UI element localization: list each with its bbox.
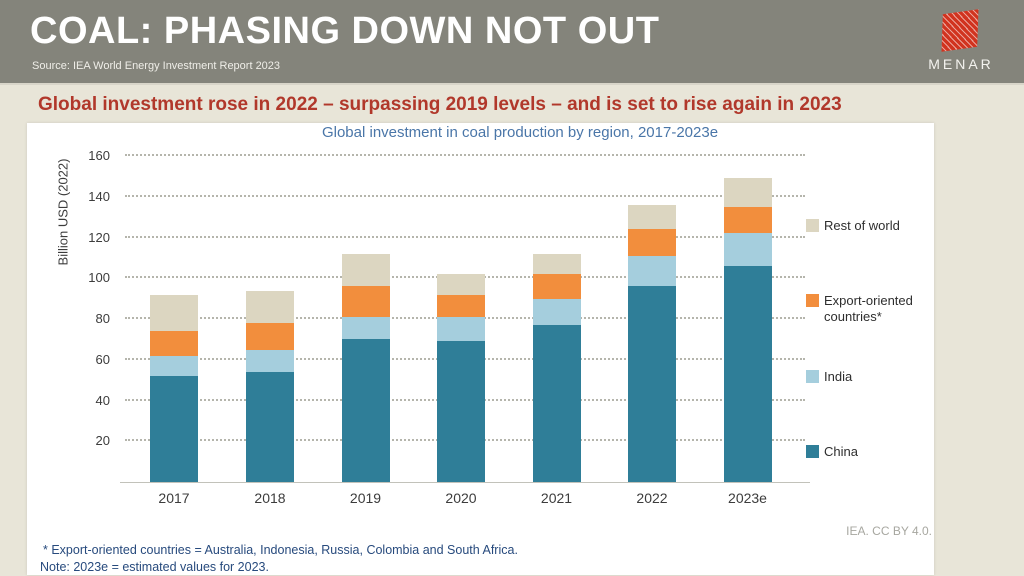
x-tick-2017: 2017: [158, 490, 190, 506]
y-tick-20: 20: [95, 433, 110, 449]
bar-2020: [437, 274, 485, 482]
bar-segment-china-2018: [246, 371, 294, 482]
bar-segment-india-2019: [341, 316, 390, 340]
bar-segment-export-oriented-countries-2022: [628, 229, 676, 256]
bar-segment-india-2017: [150, 355, 198, 377]
y-tick-40: 40: [95, 392, 110, 408]
legend-swatch: [806, 219, 819, 232]
legend-item-export-oriented-countries: Export-oriented countries*: [806, 293, 928, 326]
bar-2023e: [723, 178, 772, 482]
bar-segment-china-2022: [628, 286, 676, 482]
gridline-160: [125, 154, 805, 156]
chart-title: Global investment in coal production by …: [321, 124, 719, 141]
bar-segment-rest-of-world-2019: [341, 253, 390, 287]
bar-segment-china-2021: [532, 325, 581, 482]
bar-segment-export-oriented-countries-2018: [246, 323, 294, 350]
x-tick-2022: 2022: [636, 490, 668, 506]
bar-segment-china-2017: [150, 376, 198, 482]
x-tick-2020: 2020: [445, 490, 477, 506]
bar-segment-rest-of-world-2020: [437, 274, 485, 295]
menar-logo-icon: [941, 9, 979, 52]
bar-segment-china-2020: [437, 341, 485, 482]
bar-segment-export-oriented-countries-2019: [341, 286, 390, 317]
bar-segment-rest-of-world-2023e: [723, 178, 772, 207]
x-tick-2019: 2019: [349, 490, 382, 506]
gridline-140: [125, 194, 805, 197]
bar-segment-india-2021: [532, 298, 581, 326]
bar-segment-india-2022: [628, 255, 676, 287]
bar-2018: [246, 290, 294, 482]
source-note: Source: IEA World Energy Investment Repo…: [32, 60, 281, 72]
bar-segment-china-2023e: [723, 266, 772, 482]
bar-segment-rest-of-world-2021: [532, 253, 581, 275]
bar-segment-export-oriented-countries-2023e: [723, 206, 772, 234]
bar-segment-rest-of-world-2018: [246, 290, 294, 324]
bar-segment-india-2018: [246, 349, 294, 372]
y-tick-160: 160: [88, 148, 110, 163]
legend-label: India: [824, 369, 853, 384]
menar-logo: MENAR: [926, 8, 996, 78]
y-tick-120: 120: [88, 229, 110, 245]
legend-label: Rest of world: [824, 218, 900, 233]
plot-area: 20 40 60 80 100 120 140 160 2017 2018 2019 2020 2021…: [88, 149, 810, 506]
y-tick-80: 80: [95, 311, 110, 326]
legend-item-rest-of-world: Rest of world: [806, 218, 928, 234]
bar-segment-export-oriented-countries-2021: [532, 274, 581, 299]
legend-label: Export-oriented countries*: [824, 293, 913, 325]
x-tick-2023e: 2023e: [728, 490, 767, 506]
legend-swatch: [806, 445, 819, 458]
y-axis-label: Billion USD (2022): [55, 158, 71, 266]
menar-logo-text: MENAR: [928, 56, 994, 72]
footnote-export-countries: * Export-oriented countries = Australia,…: [43, 543, 518, 557]
license-credit: IEA. CC BY 4.0.: [846, 524, 932, 538]
bar-segment-china-2019: [341, 339, 390, 482]
bar-segment-india-2023e: [723, 233, 772, 267]
key-message-headline: Global investment rose in 2022 – surpass…: [38, 94, 842, 115]
bar-segment-export-oriented-countries-2017: [150, 331, 198, 356]
bar-2019: [341, 253, 390, 482]
y-tick-140: 140: [88, 188, 110, 204]
header-banner: COAL: PHASING DOWN NOT OUT Source: IEA W…: [0, 0, 1024, 85]
bar-segment-rest-of-world-2022: [628, 204, 676, 230]
x-axis-line: [120, 482, 810, 483]
legend-swatch: [806, 294, 819, 307]
bar-segment-export-oriented-countries-2020: [437, 294, 485, 317]
bar-2017: [150, 294, 198, 482]
bar-segment-rest-of-world-2017: [150, 294, 198, 332]
gridline-120: [125, 235, 805, 238]
legend-item-india: India: [806, 369, 928, 385]
bar-2021: [532, 253, 581, 482]
footnote-2023e: Note: 2023e = estimated values for 2023.: [40, 560, 269, 574]
bar-segment-india-2020: [437, 316, 485, 342]
y-tick-60: 60: [95, 351, 110, 367]
y-tick-100: 100: [88, 270, 110, 286]
bar-2022: [628, 204, 676, 482]
x-tick-2021: 2021: [540, 490, 573, 506]
legend-item-china: China: [806, 444, 928, 460]
x-tick-2018: 2018: [254, 490, 286, 506]
legend-label: China: [824, 444, 858, 459]
slide-title: COAL: PHASING DOWN NOT OUT: [30, 10, 660, 52]
legend-swatch: [806, 370, 819, 383]
